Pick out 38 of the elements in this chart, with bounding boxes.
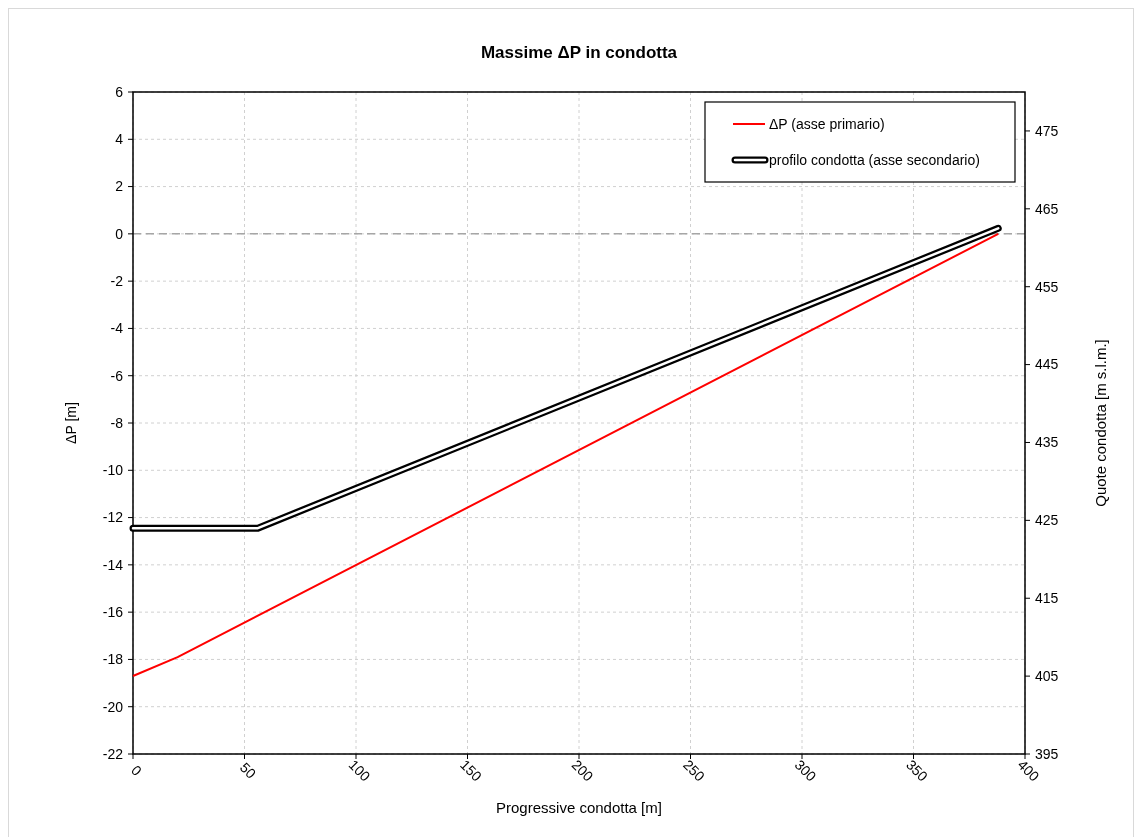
y-tick-label: -18 [102,651,124,668]
x-tick-label: 350 [903,756,932,785]
y-tick-label: 6 [115,83,124,100]
x-axis-title: Progressive condotta [m] [496,799,662,816]
y-tick-label: -12 [102,509,124,526]
y2-tick-label: 405 [1035,668,1059,685]
y-tick-label: -2 [110,273,124,290]
x-tick-label: 200 [568,756,597,785]
y-tick-label: -4 [110,320,124,337]
y-tick-label: 2 [115,178,124,195]
y2-axis-title: Quote condotta [m s.l.m.] [1092,339,1109,507]
chart-title: Massime ΔP in condotta [480,43,678,62]
y2-tick-label: 465 [1035,200,1059,217]
y-axis-title: ΔP [m] [63,402,79,444]
y-tick-label: -22 [102,745,124,762]
y2-tick-label: 455 [1035,278,1059,295]
y2-tick-label: 415 [1035,590,1059,607]
legend-label: profilo condotta (asse secondario) [769,151,980,168]
y2-tick-label: 435 [1035,434,1059,451]
y-tick-label: -6 [110,367,124,384]
legend-label: ΔP (asse primario) [769,115,885,132]
y2-tick-label: 425 [1035,512,1059,529]
x-tick-label: 150 [457,756,486,785]
y2-tick-label: 395 [1035,745,1059,762]
y2-tick-label: 445 [1035,356,1059,373]
x-tick-label: 100 [345,756,374,785]
y-tick-label: -14 [102,556,124,573]
x-tick-label: 300 [791,756,820,785]
y-tick-label: 4 [115,131,124,148]
y2-tick-label: 475 [1035,122,1059,139]
y-tick-label: 0 [115,225,124,242]
x-tick-label: 50 [236,759,260,782]
y-tick-label: -20 [102,698,124,715]
x-tick-label: 0 [128,762,146,780]
x-tick-label: 250 [680,756,709,785]
y-tick-label: -16 [102,604,124,621]
y-tick-label: -10 [102,462,124,479]
y-tick-label: -8 [110,414,124,431]
